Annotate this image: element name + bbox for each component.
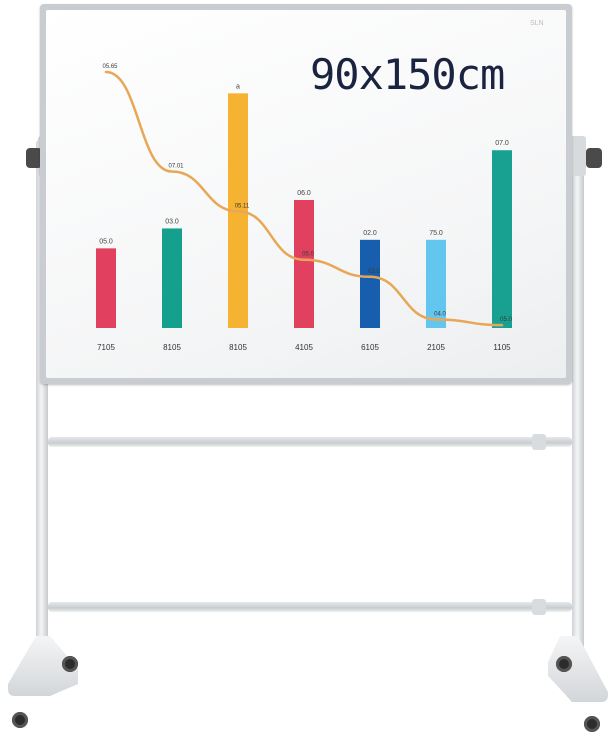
chart-bar <box>294 200 314 328</box>
x-tick-label: 7105 <box>97 343 115 352</box>
x-tick-label: 6105 <box>361 343 379 352</box>
caster-wheel <box>62 656 78 672</box>
bar-value-label: 75.0 <box>429 230 443 237</box>
bar-value-label: a <box>236 83 240 90</box>
x-tick-label: 4105 <box>295 343 313 352</box>
pivot-bracket-right <box>570 136 586 176</box>
caster-wheel <box>556 656 572 672</box>
stand-upper-crossbar <box>48 437 572 447</box>
board-size-label: 90x150cm <box>310 50 505 99</box>
bar-value-label: 02.0 <box>363 230 377 237</box>
bar-value-label: 03.0 <box>165 218 179 225</box>
bar-value-label: 06.0 <box>297 190 311 197</box>
whiteboard-frame: SLN 90x150cm 05.0 7105 03.0 8105 a 8105 06.0 41… <box>40 4 572 384</box>
x-tick-label: 1105 <box>493 343 511 352</box>
chart-bar <box>96 248 116 328</box>
x-tick-label: 2105 <box>427 343 445 352</box>
chart-bar <box>492 150 512 328</box>
chart-bar <box>426 239 446 328</box>
stand-lower-crossbar <box>48 602 572 612</box>
whiteboard-surface: SLN 90x150cm 05.0 7105 03.0 8105 a 8105 06.0 41… <box>46 10 566 378</box>
trend-point-label: 04.0 <box>434 311 446 317</box>
trend-point-label: 05.0 <box>302 252 314 258</box>
rotation-knob-right[interactable] <box>586 148 602 168</box>
x-tick-label: 8105 <box>163 343 181 352</box>
bar-value-label: 05.0 <box>99 238 113 245</box>
x-tick-label: 8105 <box>229 343 247 352</box>
trend-line <box>104 70 504 327</box>
trend-point-label: 03.0 <box>368 269 380 275</box>
stand-right-leg <box>572 140 584 685</box>
chart-bar <box>360 239 380 328</box>
brand-mark: SLN <box>530 20 544 27</box>
caster-wheel <box>584 716 600 732</box>
bar-chart-drawing: 05.0 7105 03.0 8105 a 8105 06.0 4105 02.0 6105 75.… <box>96 64 512 352</box>
trend-point-label: 05.11 <box>235 203 250 209</box>
trend-point-label: 07.01 <box>168 164 184 170</box>
rotation-knob-left[interactable] <box>26 148 42 168</box>
crossbar-clip <box>532 599 546 615</box>
caster-wheel <box>12 712 28 728</box>
bar-value-label: 07.0 <box>495 140 509 147</box>
trend-point-label: 05.65 <box>102 64 118 70</box>
trend-point-label: 05.0 <box>500 317 512 323</box>
chart-bar <box>162 228 182 328</box>
crossbar-clip <box>532 434 546 450</box>
